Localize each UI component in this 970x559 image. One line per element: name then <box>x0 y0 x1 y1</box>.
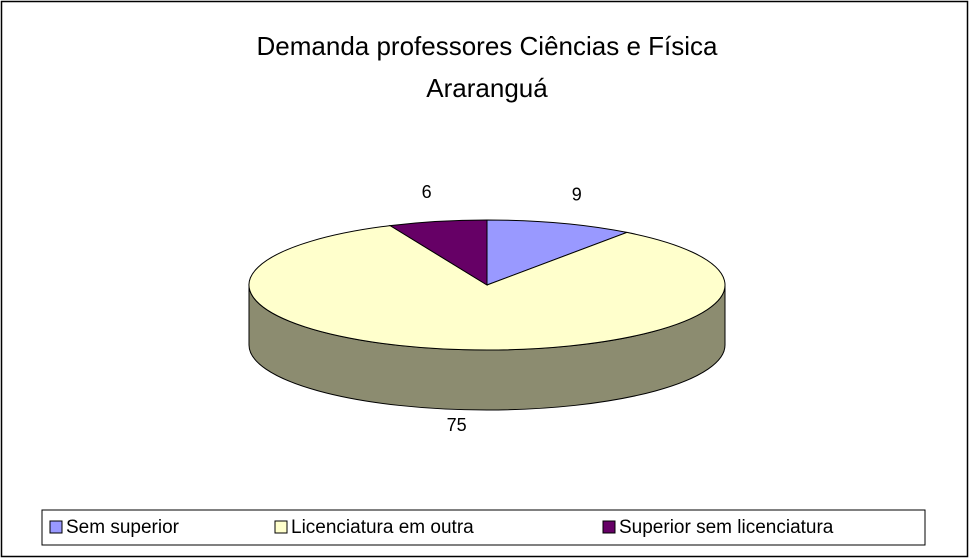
data-label: 9 <box>572 184 582 204</box>
legend-label: Superior sem licenciatura <box>619 517 834 538</box>
legend-swatch <box>602 520 616 534</box>
data-label: 6 <box>422 182 432 202</box>
legend-label: Sem superior <box>66 517 180 538</box>
slice <box>486 219 629 286</box>
chart-title: Demanda professores Ciências e Física <box>257 31 719 61</box>
slice <box>248 225 726 351</box>
legend-swatch <box>49 520 63 534</box>
data-label: 75 <box>447 415 467 435</box>
slice <box>388 219 488 286</box>
chart-title: Araranguá <box>426 73 548 103</box>
legend-swatch <box>274 520 288 534</box>
legend-box <box>41 509 926 546</box>
legend-label: Licenciatura em outra <box>291 517 474 538</box>
